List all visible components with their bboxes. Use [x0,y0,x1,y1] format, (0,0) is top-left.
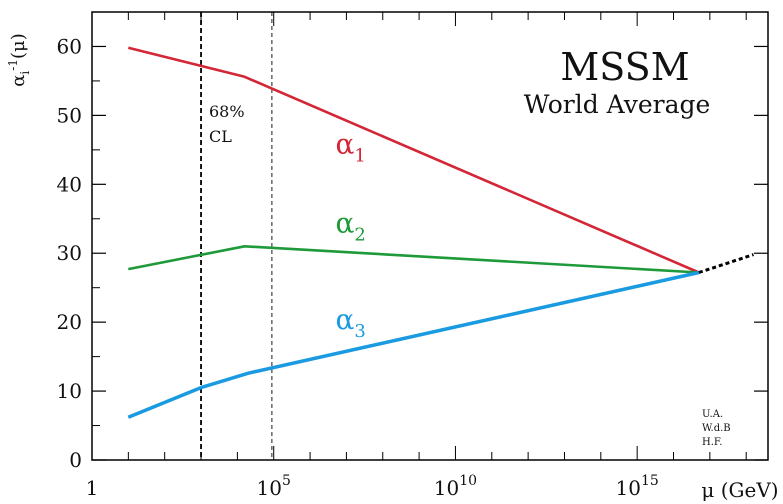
y-axis-ticks: 0 10 20 30 40 50 60 [57,11,768,472]
y-tick-label: 60 [57,34,82,58]
credit-line-1: U.A. [702,409,723,420]
credit-line-2: W.d.B [702,423,731,434]
cl-percent-label: 68% [209,102,245,121]
x-tick-label: 1 [86,476,99,500]
series-line-3 [127,270,700,419]
x-axis-ticks: 1 105 1010 1015 [86,12,747,500]
cl-band [200,12,273,460]
x-tick-label: 1015 [616,473,659,500]
extrapolation-line [698,253,754,274]
credit-line-3: H.F. [702,437,722,448]
plot-frame [91,11,769,461]
y-tick-label: 10 [57,379,82,403]
y-tick-label: 30 [57,241,82,265]
y-tick-label: 50 [57,103,82,127]
y-axis-label: αi-1(μ) [6,33,32,86]
series-lines [127,46,754,419]
series-line-2 [128,245,699,274]
series-line-1 [127,46,700,274]
x-tick-label: 105 [257,473,291,500]
svg-text:αi-1(μ): αi-1(μ) [6,33,32,86]
x-axis-label: μ (GeV) [701,478,778,502]
chart-subtitle: World Average [524,90,711,119]
y-tick-label: 0 [69,448,82,472]
series-label-3: α3 [336,303,366,342]
x-tick-label: 1010 [434,473,477,500]
series-labels: α1 α2 α3 [336,127,366,342]
y-tick-label: 20 [57,310,82,334]
series-label-1: α1 [336,127,366,166]
series-label-2: α2 [336,207,366,246]
chart-title: MSSM [560,45,689,89]
y-tick-label: 40 [57,172,82,196]
cl-label: CL [209,127,232,146]
